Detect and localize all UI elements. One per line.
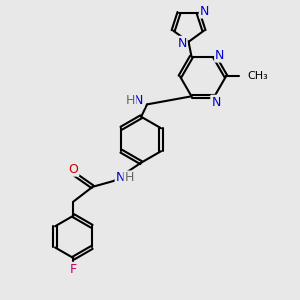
Text: H: H (124, 172, 134, 184)
Text: N: N (211, 96, 220, 109)
Text: N: N (177, 37, 187, 50)
Text: O: O (68, 163, 78, 176)
Text: H: H (126, 94, 135, 107)
Text: N: N (200, 4, 209, 18)
Text: N: N (215, 49, 224, 62)
Text: N: N (116, 172, 125, 184)
Text: CH₃: CH₃ (248, 71, 268, 81)
Text: F: F (70, 263, 77, 276)
Text: N: N (134, 94, 143, 107)
